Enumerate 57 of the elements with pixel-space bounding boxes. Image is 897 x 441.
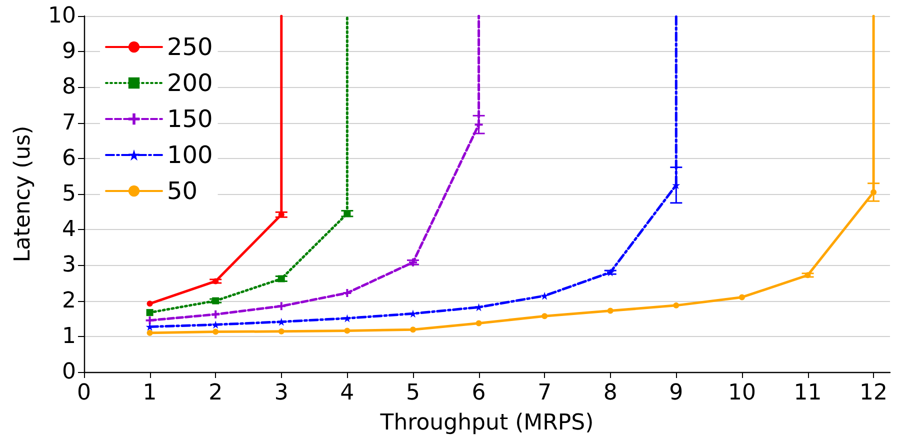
point bbox=[476, 320, 482, 326]
x-tick-label: 11 bbox=[794, 380, 822, 406]
y-tick-label: 5 bbox=[62, 182, 76, 206]
y-tick-label: 2 bbox=[62, 288, 76, 314]
point bbox=[212, 278, 219, 284]
x-tick-label: 4 bbox=[340, 380, 354, 406]
point bbox=[277, 302, 286, 310]
point bbox=[474, 120, 483, 129]
point bbox=[542, 313, 548, 320]
point bbox=[344, 210, 351, 218]
point bbox=[146, 300, 153, 307]
x-tick-label: 7 bbox=[538, 380, 552, 406]
x-tick-label: 6 bbox=[472, 380, 486, 406]
legend-label: 150 bbox=[167, 105, 213, 133]
point bbox=[540, 292, 549, 300]
point bbox=[212, 297, 220, 304]
x-axis-title: Throughput (MRPS) bbox=[379, 410, 594, 436]
legend-label: 50 bbox=[167, 177, 198, 205]
y-tick-label: 7 bbox=[62, 110, 76, 136]
point bbox=[606, 268, 614, 276]
y-tick-label: 4 bbox=[62, 217, 76, 242]
point bbox=[278, 328, 284, 334]
point bbox=[212, 328, 219, 335]
x-tick-label: 12 bbox=[860, 380, 888, 406]
legend-label: 100 bbox=[167, 141, 213, 169]
x-tick-label: 10 bbox=[728, 380, 756, 406]
y-axis-title: Latency (us) bbox=[10, 126, 36, 262]
legend-label: 200 bbox=[167, 69, 213, 97]
point bbox=[146, 330, 153, 336]
point bbox=[343, 288, 352, 297]
y-tick-label: 1 bbox=[62, 324, 76, 349]
x-tick-label: 3 bbox=[274, 380, 288, 406]
point bbox=[343, 314, 352, 322]
y-tick-label: 10 bbox=[48, 4, 76, 28]
y-tick-label: 0 bbox=[62, 360, 76, 384]
y-tick-label: 3 bbox=[62, 252, 76, 278]
point bbox=[344, 328, 350, 334]
x-tick-label: 2 bbox=[208, 380, 223, 406]
x-tick-label: 8 bbox=[603, 380, 618, 406]
point bbox=[738, 294, 745, 300]
point bbox=[278, 275, 285, 282]
point bbox=[870, 189, 877, 196]
y-tick-label: 8 bbox=[62, 74, 76, 100]
point bbox=[804, 272, 811, 278]
x-tick-label: 5 bbox=[406, 380, 420, 406]
point bbox=[146, 309, 154, 316]
point bbox=[408, 258, 417, 266]
y-tick-label: 9 bbox=[62, 39, 76, 64]
point bbox=[673, 302, 680, 308]
point bbox=[410, 326, 416, 333]
y-tick-label: 6 bbox=[62, 146, 76, 171]
legend-label: 250 bbox=[167, 33, 213, 61]
x-tick-label: 9 bbox=[669, 380, 684, 406]
point bbox=[146, 316, 154, 324]
point bbox=[212, 310, 220, 318]
x-tick-label: 1 bbox=[142, 380, 157, 406]
point bbox=[607, 308, 614, 314]
